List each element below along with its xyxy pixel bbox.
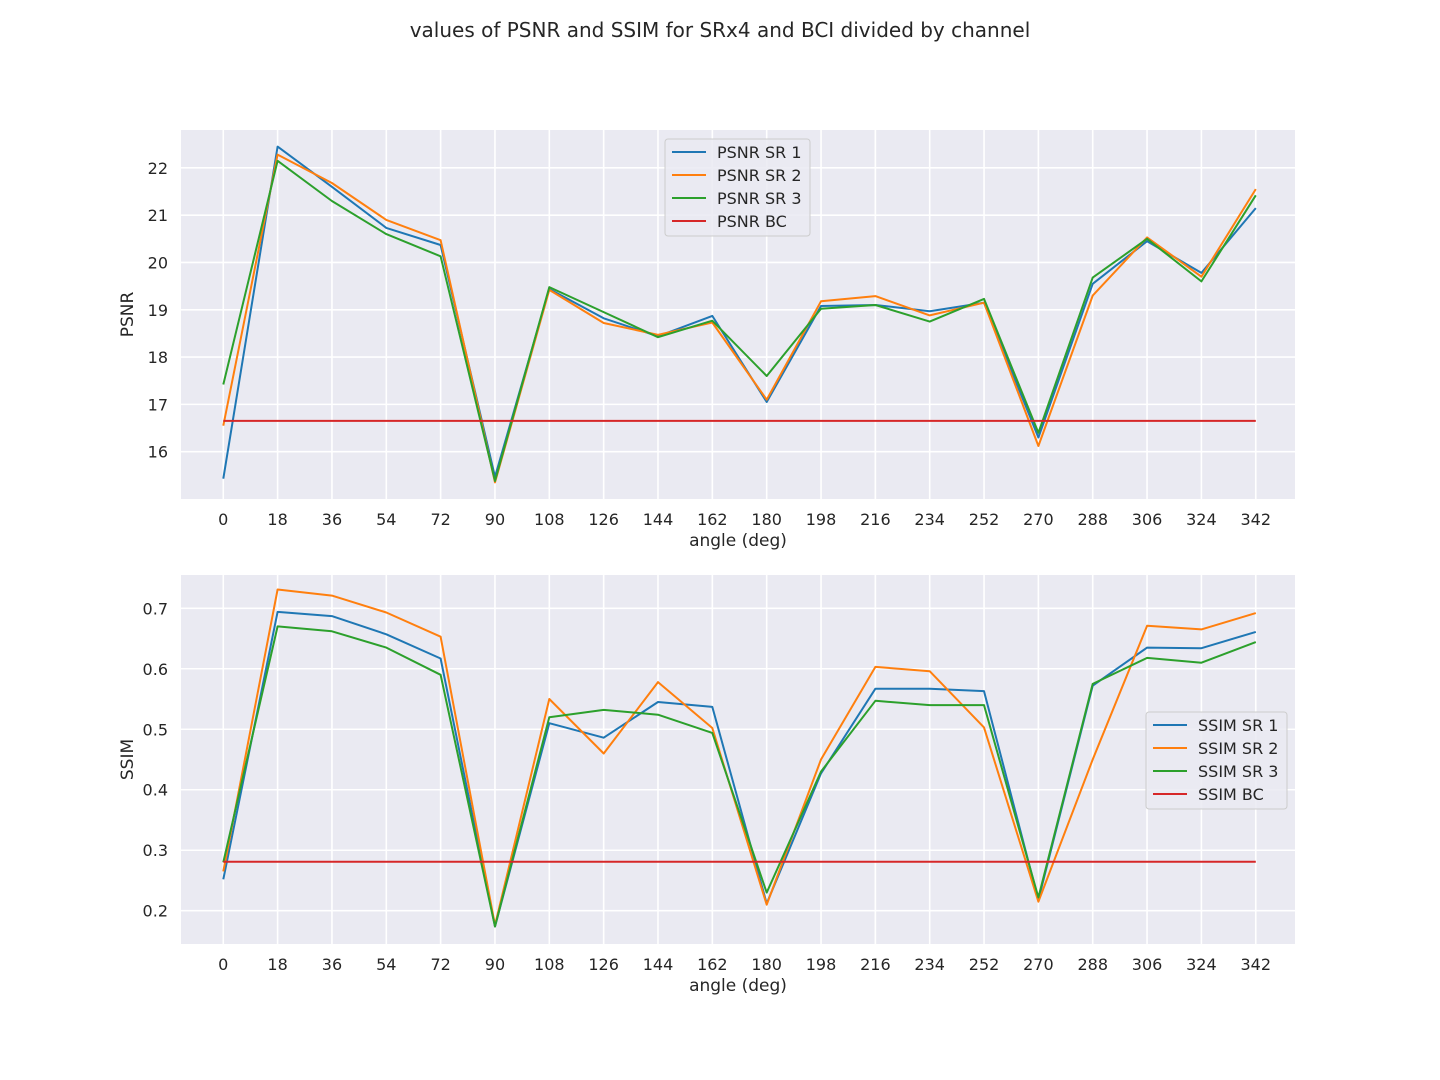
y-tick-label: 0.7 <box>143 599 168 618</box>
legend-label: SSIM SR 2 <box>1198 739 1278 758</box>
x-tick-label: 234 <box>914 955 945 974</box>
legend-box <box>664 138 811 237</box>
x-tick-label: 234 <box>914 510 945 529</box>
x-tick-label: 0 <box>218 510 228 529</box>
legend-label: PSNR SR 3 <box>717 189 802 208</box>
x-tick-label: 126 <box>588 510 619 529</box>
y-tick-label: 17 <box>148 395 168 414</box>
x-tick-label: 18 <box>267 955 287 974</box>
x-tick-label: 180 <box>751 510 782 529</box>
x-tick-label: 72 <box>430 510 450 529</box>
x-tick-label: 324 <box>1186 510 1217 529</box>
x-tick-label: 198 <box>806 955 837 974</box>
x-tick-label: 216 <box>860 955 891 974</box>
x-tick-label: 198 <box>806 510 837 529</box>
y-tick-label: 19 <box>148 301 168 320</box>
y-tick-label: 0.2 <box>143 902 168 921</box>
legend-box <box>1145 711 1288 810</box>
legend-label: SSIM SR 1 <box>1198 716 1278 735</box>
legend-label: PSNR SR 2 <box>717 166 802 185</box>
x-tick-label: 54 <box>376 955 396 974</box>
x-tick-label: 306 <box>1132 510 1163 529</box>
series-line <box>222 159 1257 482</box>
series-line <box>222 625 1257 928</box>
x-tick-label: 144 <box>643 955 674 974</box>
x-tick-label: 126 <box>588 955 619 974</box>
y-axis-label: SSIM <box>118 739 138 780</box>
x-tick-label: 342 <box>1240 510 1271 529</box>
series-line <box>222 588 1257 927</box>
x-tick-label: 0 <box>218 955 228 974</box>
x-tick-label: 36 <box>322 955 342 974</box>
x-tick-label: 288 <box>1077 510 1108 529</box>
y-tick-label: 0.3 <box>143 841 168 860</box>
y-tick-label: 18 <box>148 348 168 367</box>
y-tick-label: 21 <box>148 206 168 225</box>
y-tick-label: 0.6 <box>143 660 168 679</box>
x-tick-label: 270 <box>1023 510 1054 529</box>
legend-label: SSIM SR 3 <box>1198 762 1278 781</box>
y-axis-label: PSNR <box>118 292 138 338</box>
plot-area <box>181 575 1295 944</box>
series-line <box>222 153 1257 484</box>
legend-label: SSIM BC <box>1198 785 1264 804</box>
y-tick-label: 22 <box>148 159 168 178</box>
x-tick-label: 72 <box>430 955 450 974</box>
x-tick-label: 108 <box>534 955 565 974</box>
x-axis-label: angle (deg) <box>689 531 787 551</box>
x-tick-label: 54 <box>376 510 396 529</box>
y-tick-label: 20 <box>148 253 168 272</box>
x-tick-label: 288 <box>1077 955 1108 974</box>
x-tick-label: 342 <box>1240 955 1271 974</box>
x-tick-label: 144 <box>643 510 674 529</box>
x-tick-label: 90 <box>485 955 505 974</box>
x-tick-label: 252 <box>969 955 1000 974</box>
x-tick-label: 252 <box>969 510 1000 529</box>
figure-title: values of PSNR and SSIM for SRx4 and BCI… <box>410 18 1031 42</box>
x-axis-label: angle (deg) <box>689 976 787 996</box>
legend-label: PSNR SR 1 <box>717 143 802 162</box>
x-tick-label: 306 <box>1132 955 1163 974</box>
x-tick-label: 162 <box>697 955 728 974</box>
x-tick-label: 90 <box>485 510 505 529</box>
psnr-panel: 0 18 36 54 72 90 108 126 144 162 180 198 216 234 252 27… <box>118 130 1295 551</box>
y-tick-label: 0.5 <box>143 720 168 739</box>
ssim-panel: 0 18 36 54 72 90 108 126 144 162 180 198 216 234 252 27… <box>118 575 1295 996</box>
y-tick-label: 16 <box>148 443 168 462</box>
y-tick-label: 0.4 <box>143 781 168 800</box>
x-tick-label: 270 <box>1023 955 1054 974</box>
series-line <box>222 145 1257 479</box>
x-tick-label: 324 <box>1186 955 1217 974</box>
x-tick-label: 18 <box>267 510 287 529</box>
x-tick-label: 108 <box>534 510 565 529</box>
x-tick-label: 162 <box>697 510 728 529</box>
x-tick-label: 216 <box>860 510 891 529</box>
x-tick-label: 36 <box>322 510 342 529</box>
x-tick-label: 180 <box>751 955 782 974</box>
legend-label: PSNR BC <box>717 212 787 231</box>
